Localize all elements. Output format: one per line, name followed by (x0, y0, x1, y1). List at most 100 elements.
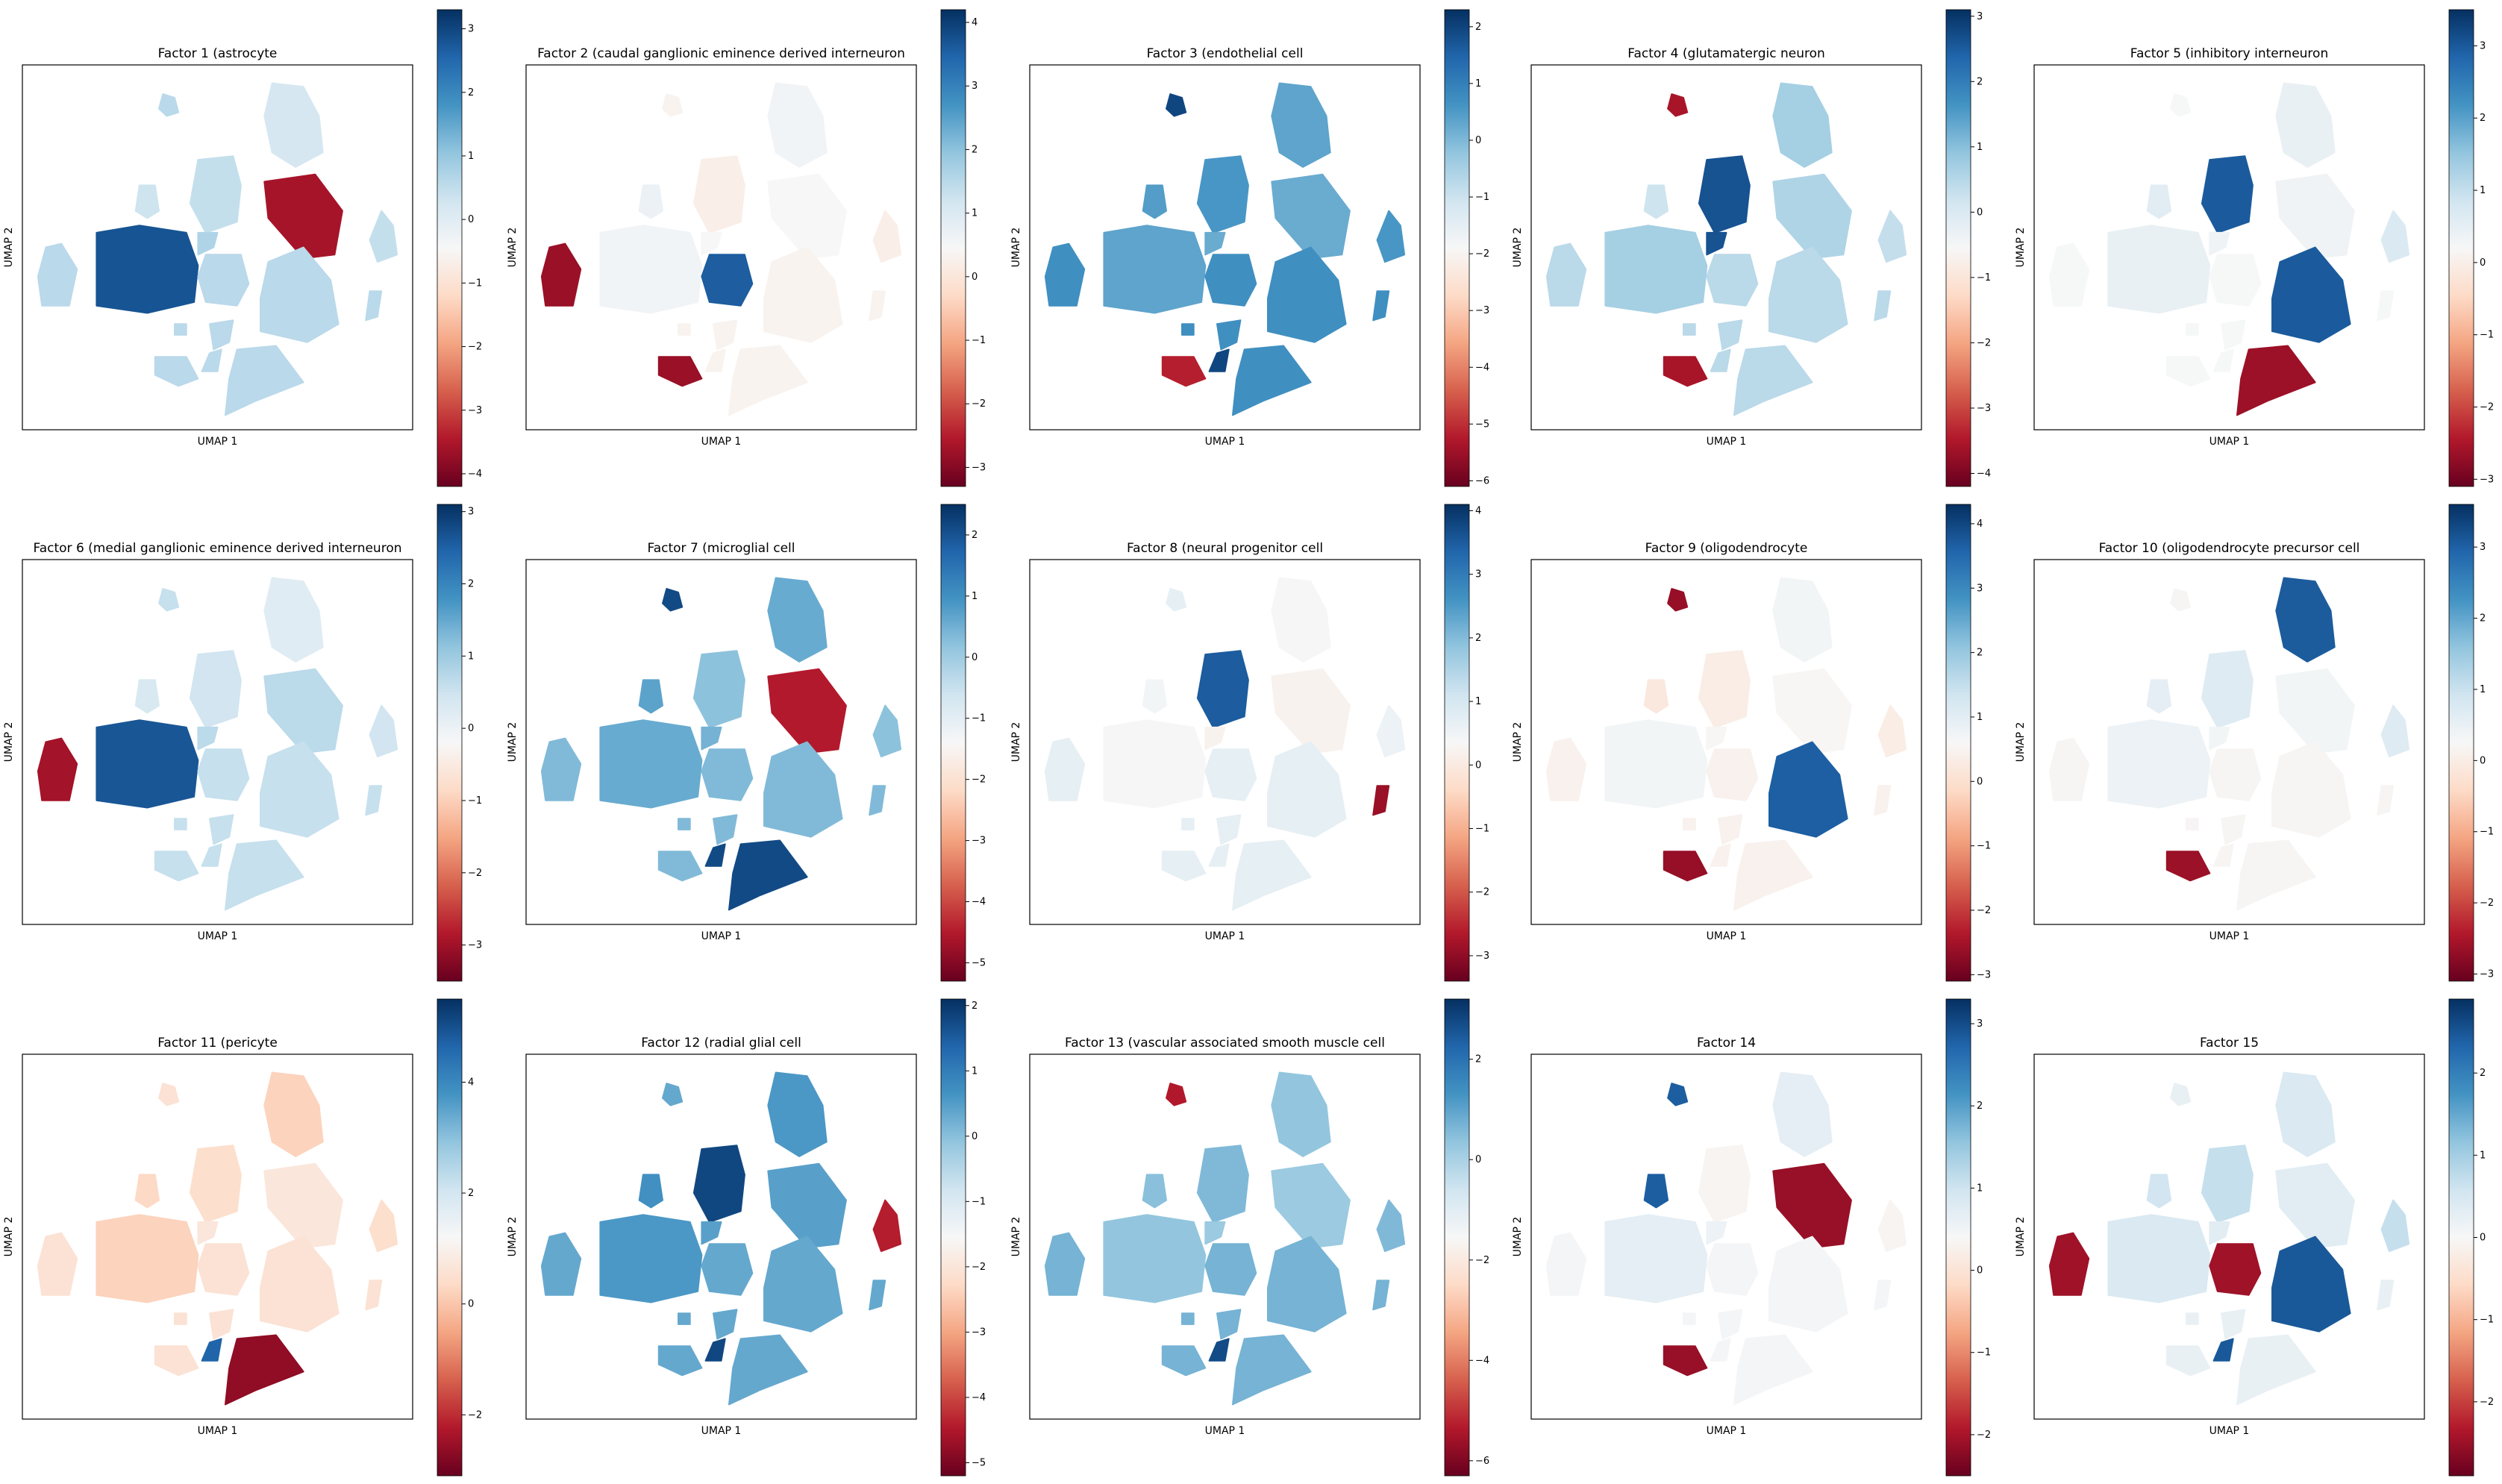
cluster-c13 (2221, 319, 2246, 351)
cluster-c15 (2236, 1334, 2316, 1406)
panel-title: Factor 4 (glutamatergic neuron (1627, 46, 1825, 61)
cluster-c12 (1768, 1236, 1848, 1333)
cluster-c6 (2048, 737, 2090, 801)
cluster-c17 (678, 818, 691, 830)
colorbar-tick-label: 1 (972, 1065, 978, 1077)
cluster-c14 (2212, 843, 2234, 867)
colorbar-tick-label: 4 (1977, 519, 1983, 530)
cluster-c8 (2380, 1199, 2410, 1253)
cluster-c11 (1204, 254, 1257, 307)
cluster-c6 (1044, 737, 1086, 801)
colorbar (437, 504, 463, 982)
colorbar-tick-label: 0 (2480, 755, 2486, 766)
x-axis-label: UMAP 1 (2209, 930, 2250, 942)
cluster-c7 (599, 1214, 703, 1303)
cluster-c16 (1663, 851, 1708, 882)
cluster-c7 (2107, 719, 2211, 809)
cluster-c15 (225, 345, 304, 416)
colorbar-tick-label: 2 (2480, 613, 2486, 624)
y-axis-label: UMAP 2 (1512, 722, 1524, 763)
cluster-c11 (701, 748, 754, 801)
cluster-c8 (1376, 210, 1406, 263)
colorbar-tick-label: −1 (972, 335, 986, 346)
cluster-c4 (767, 1162, 847, 1249)
cluster-c4 (2275, 668, 2355, 754)
cluster-c12 (260, 1236, 340, 1333)
colorbar (437, 998, 463, 1477)
cluster-c1 (2170, 1083, 2192, 1106)
cluster-c4 (1271, 1162, 1351, 1249)
colorbar-tick-label: −2 (972, 1262, 986, 1273)
colorbar-tick-label: −3 (468, 405, 482, 416)
cluster-c13 (2221, 814, 2246, 845)
colorbar-tick-label: 3 (1977, 1018, 1983, 1030)
cluster-c15 (225, 1334, 304, 1406)
cluster-c8 (2380, 704, 2410, 758)
cluster-c10 (2377, 290, 2395, 322)
cluster-c8 (872, 1199, 902, 1253)
cluster-c11 (197, 1243, 250, 1296)
colorbar-tick-label: 1 (972, 208, 978, 219)
cluster-c8 (1877, 210, 1907, 263)
colorbar-tick-label: 0 (1475, 135, 1481, 146)
cluster-c17 (1181, 818, 1195, 830)
cluster-c13 (713, 319, 738, 351)
colorbar-tick-label: 2 (1475, 22, 1481, 33)
colorbar-tick-label: 1 (2480, 684, 2486, 695)
y-axis-label: UMAP 2 (2015, 228, 2027, 268)
y-axis-label: UMAP 2 (507, 228, 519, 268)
cluster-c4 (2275, 173, 2355, 260)
x-axis-label: UMAP 1 (1707, 436, 1747, 448)
cluster-c11 (1204, 1243, 1257, 1296)
axes-frame (2033, 64, 2425, 431)
cluster-c5 (1142, 1174, 1167, 1209)
cluster-c1 (2170, 93, 2192, 117)
cluster-c17 (678, 323, 691, 336)
colorbar-tick-label: 3 (468, 507, 474, 518)
cluster-c14 (1208, 348, 1230, 372)
colorbar-tick-label: 1 (1475, 696, 1481, 707)
axes-frame (22, 559, 413, 925)
colorbar-tick-label: −3 (2480, 474, 2494, 485)
cluster-c14 (2212, 1338, 2234, 1362)
colorbar-tick-label: 1 (2480, 1150, 2486, 1161)
cluster-c10 (869, 785, 886, 816)
panel-title: Factor 3 (endothelial cell (1147, 46, 1304, 61)
cluster-c6 (2048, 242, 2090, 307)
axes-frame (1530, 559, 1922, 925)
cluster-c7 (1604, 225, 1708, 314)
colorbar (1444, 504, 1470, 982)
cluster-c16 (1161, 1345, 1207, 1377)
colorbar-tick-label: 4 (972, 17, 978, 28)
panel-title: Factor 11 (pericyte (157, 1036, 278, 1051)
cluster-c15 (728, 1334, 808, 1406)
cluster-c7 (96, 225, 199, 314)
cluster-c8 (1877, 1199, 1907, 1253)
colorbar-tick-label: 2 (972, 1001, 978, 1012)
cluster-c6 (540, 737, 582, 801)
cluster-c2 (767, 1071, 828, 1157)
cluster-c14 (704, 348, 726, 372)
colorbar-tick-label: −2 (1475, 887, 1489, 898)
axes-frame (525, 559, 917, 925)
colorbar-tick-label: 3 (2480, 542, 2486, 553)
colorbar-tick-label: −5 (972, 1457, 986, 1468)
panel-9: Factor 9 (oligodendrocyte UMAP 1 UMAP 2 4 3 2… (1512, 504, 1991, 982)
colorbar-tick-label: −1 (1977, 272, 1991, 284)
colorbar-tick-label: −2 (1977, 337, 1991, 348)
cluster-c6 (1545, 737, 1587, 801)
cluster-c12 (763, 246, 843, 343)
cluster-c5 (1643, 1174, 1669, 1209)
cluster-c2 (263, 82, 324, 168)
cluster-c14 (201, 843, 222, 867)
cluster-c4 (2275, 1162, 2355, 1249)
cluster-c4 (263, 173, 343, 260)
colorbar (940, 998, 966, 1477)
panel-title: Factor 13 (vascular associated smooth mu… (1065, 1036, 1385, 1051)
cluster-c7 (599, 225, 703, 314)
panel-3: Factor 3 (endothelial cell UMAP 1 UMAP 2 2 1… (1010, 9, 1489, 487)
cluster-c9 (701, 231, 722, 256)
colorbar-tick-label: 0 (1475, 760, 1481, 771)
cluster-c13 (209, 814, 234, 845)
colorbar-tick-label: −1 (1475, 192, 1489, 203)
